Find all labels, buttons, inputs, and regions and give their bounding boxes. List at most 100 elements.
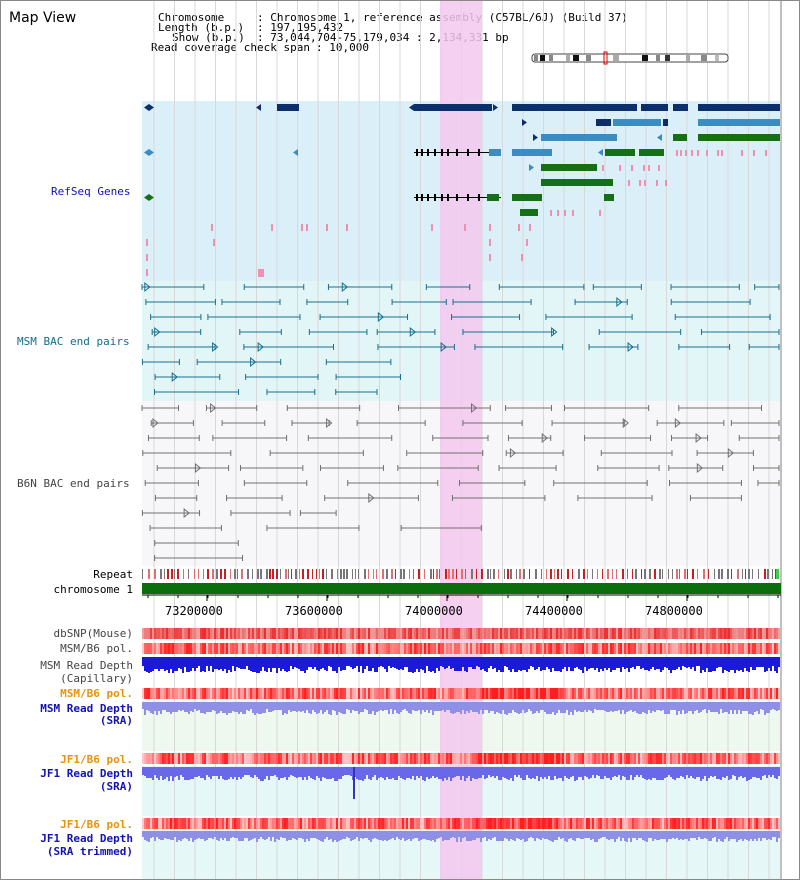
gene-feature[interactable]	[639, 149, 664, 156]
depth-bar	[200, 831, 202, 839]
heat-cell	[748, 643, 750, 654]
gene-feature[interactable]	[541, 134, 617, 141]
heat-cell	[180, 643, 182, 654]
gene-arrow	[522, 119, 527, 126]
heat-cell	[258, 753, 260, 764]
depth-bar	[216, 702, 218, 714]
gene-feature[interactable]	[604, 194, 614, 201]
gene-feature[interactable]	[673, 134, 687, 141]
heat-cell	[274, 753, 276, 764]
bac-arrow	[171, 371, 179, 383]
gene-feature[interactable]	[698, 104, 780, 111]
heat-cell	[494, 643, 496, 654]
heat-cell	[168, 753, 170, 764]
repeat-element	[418, 569, 420, 579]
repeat-element	[203, 569, 204, 579]
depth-bar	[176, 702, 178, 712]
heat-cell	[426, 818, 428, 829]
heat-cell	[660, 818, 662, 829]
gene-feature[interactable]	[605, 149, 635, 156]
heat-cell	[632, 628, 634, 639]
gene-feature[interactable]	[541, 164, 597, 171]
heat-cell	[150, 818, 152, 829]
gene-feature[interactable]	[487, 194, 499, 201]
heat-cell	[320, 818, 322, 829]
gene-feature[interactable]	[520, 209, 538, 216]
depth-bar	[436, 831, 438, 839]
heat-cell	[772, 818, 774, 829]
depth-bar	[198, 702, 200, 710]
depth-bar	[616, 767, 618, 777]
depth-bar	[388, 702, 390, 714]
depth-bar	[228, 657, 230, 670]
depth-bar	[282, 767, 284, 778]
gene-feature[interactable]	[698, 134, 780, 141]
heat-cell	[226, 753, 228, 764]
heat-cell	[554, 818, 556, 829]
depth-bar	[536, 702, 538, 711]
gene-feature[interactable]	[673, 104, 688, 111]
selected-region-highlight[interactable]	[440, 1, 482, 879]
heat-cell	[732, 818, 734, 829]
depth-bar	[282, 657, 284, 669]
heat-cell	[306, 628, 308, 639]
heat-cell	[256, 643, 258, 654]
gene-feature[interactable]	[489, 149, 501, 156]
depth-bar	[234, 657, 236, 671]
ideogram-position-marker[interactable]	[603, 51, 608, 65]
heat-cell	[332, 688, 334, 699]
gene-feature[interactable]	[605, 179, 613, 186]
heat-cell	[704, 643, 706, 654]
heat-cell	[262, 688, 264, 699]
heat-cell	[310, 753, 312, 764]
depth-bar	[638, 702, 640, 714]
depth-bar	[732, 657, 734, 670]
gene-feature[interactable]	[512, 194, 542, 201]
gene-feature[interactable]	[277, 104, 299, 111]
gene-feature[interactable]	[698, 119, 780, 126]
depth-bar	[576, 831, 578, 838]
heat-cell	[366, 628, 368, 639]
depth-bar	[614, 657, 616, 670]
gene-feature[interactable]	[596, 119, 611, 126]
gene-feature[interactable]	[641, 104, 668, 111]
heat-cell	[486, 628, 488, 639]
heat-cell	[720, 688, 722, 699]
heat-cell	[582, 818, 584, 829]
heat-cell	[332, 628, 334, 639]
gene-feature[interactable]	[541, 179, 613, 186]
heat-cell	[706, 688, 708, 699]
chromosome-bar	[142, 583, 781, 594]
depth-bar	[586, 702, 588, 712]
heat-cell	[604, 628, 606, 639]
heat-cell	[242, 688, 244, 699]
heat-cell	[670, 753, 672, 764]
heat-cell	[632, 753, 634, 764]
gene-feature[interactable]	[663, 119, 668, 126]
heat-cell	[438, 688, 440, 699]
gene-feature[interactable]	[414, 104, 492, 111]
gene-feature[interactable]	[613, 119, 661, 126]
heat-cell	[348, 628, 350, 639]
depth-bar	[730, 702, 732, 710]
heat-cell	[384, 688, 386, 699]
track-label-dbsnp: dbSNP(Mouse)	[53, 627, 133, 640]
gene-feature[interactable]	[512, 149, 552, 156]
depth-bar	[172, 767, 174, 781]
heat-cell	[668, 753, 670, 764]
heat-cell	[558, 753, 560, 764]
heat-cell	[670, 643, 672, 654]
gene-feature[interactable]	[512, 104, 637, 111]
depth-bar	[194, 831, 196, 840]
heat-cell	[570, 818, 572, 829]
heat-cell	[384, 753, 386, 764]
heat-cell	[754, 753, 756, 764]
heat-cell	[286, 643, 288, 654]
repeat-element	[714, 569, 715, 579]
heat-cell	[458, 643, 460, 654]
gene-marker	[416, 149, 418, 156]
depth-bar	[604, 657, 606, 668]
depth-bar	[726, 831, 728, 837]
heat-cell	[242, 643, 244, 654]
